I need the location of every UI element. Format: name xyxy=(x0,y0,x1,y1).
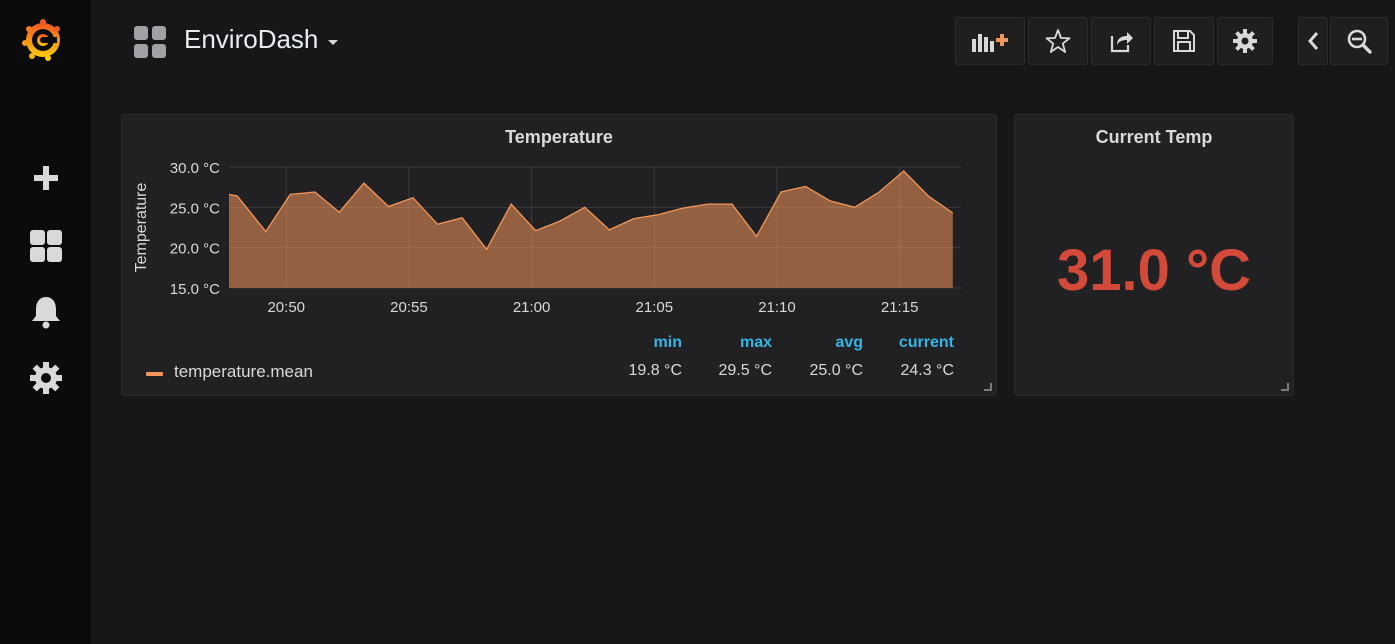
panel-title[interactable]: Current Temp xyxy=(1095,127,1213,147)
legend-header-avg[interactable]: avg xyxy=(835,334,863,351)
zoom-out-icon xyxy=(1347,29,1372,54)
series-line xyxy=(228,170,954,251)
panel-title[interactable]: Temperature xyxy=(505,127,613,147)
save-icon xyxy=(1173,30,1195,52)
series-area xyxy=(229,171,953,288)
sidebar-item-create[interactable] xyxy=(28,160,64,196)
temperature-graph-panel: Temperature 15.0 °C 20.0 °C 25.0 °C 30.0 °C… xyxy=(121,114,997,396)
legend-value-min: 19.8 °C xyxy=(628,362,682,379)
share-dashboard-button[interactable] xyxy=(1091,17,1151,65)
y-tick-label: 20.0 °C xyxy=(170,241,220,258)
sidebar-item-alerting[interactable] xyxy=(28,294,64,330)
legend-header-current[interactable]: current xyxy=(898,334,954,351)
x-tick-label: 20:55 xyxy=(390,299,428,316)
caret-down-icon[interactable] xyxy=(328,40,338,45)
time-shift-back-button[interactable] xyxy=(1298,17,1328,65)
save-dashboard-button[interactable] xyxy=(1154,17,1214,65)
legend-value-current: 24.3 °C xyxy=(900,362,954,379)
panel-resize-handle[interactable] xyxy=(1281,383,1289,391)
legend-value-avg: 25.0 °C xyxy=(809,362,863,379)
panel-resize-handle[interactable] xyxy=(984,383,992,391)
gear-icon xyxy=(30,362,62,394)
x-tick-label: 21:00 xyxy=(513,299,551,316)
dashboard-grid-icon[interactable] xyxy=(133,25,167,59)
dashboards-icon xyxy=(30,230,62,262)
dashboard-title[interactable]: EnviroDash xyxy=(184,24,319,54)
plus-icon xyxy=(34,166,58,190)
legend-header-max[interactable]: max xyxy=(739,334,772,351)
y-axis-label: Temperature xyxy=(133,182,150,272)
settings-gear-icon xyxy=(1233,29,1257,53)
chevron-left-icon xyxy=(1308,32,1319,50)
y-tick-label: 30.0 °C xyxy=(170,160,220,177)
y-tick-label: 15.0 °C xyxy=(170,281,220,298)
add-panel-icon xyxy=(972,34,1008,52)
x-tick-label: 20:50 xyxy=(267,299,305,316)
x-tick-label: 21:10 xyxy=(758,299,796,316)
x-tick-label: 21:15 xyxy=(881,299,919,316)
x-tick-label: 21:05 xyxy=(636,299,674,316)
share-icon xyxy=(1110,32,1133,53)
legend-series-name[interactable]: temperature.mean xyxy=(174,362,313,381)
add-panel-button[interactable] xyxy=(955,17,1025,65)
legend-header-min[interactable]: min xyxy=(653,334,682,351)
legend-series-swatch xyxy=(146,372,163,376)
stat-value: 31.0 °C xyxy=(1056,238,1252,303)
sidebar-item-dashboards[interactable] xyxy=(28,228,64,264)
legend-value-max: 29.5 °C xyxy=(718,362,772,379)
current-temp-stat-panel: Current Temp 31.0 °C xyxy=(1014,114,1294,396)
dashboard-settings-button[interactable] xyxy=(1217,17,1273,65)
zoom-out-button[interactable] xyxy=(1330,17,1388,65)
star-dashboard-button[interactable] xyxy=(1028,17,1088,65)
sidebar-item-configuration[interactable] xyxy=(28,360,64,396)
side-menu xyxy=(0,0,91,644)
star-icon xyxy=(1045,29,1071,53)
grafana-logo-icon[interactable] xyxy=(20,17,66,63)
bell-icon xyxy=(32,297,60,329)
dashboard-navbar: EnviroDash xyxy=(91,0,1395,84)
temperature-chart[interactable]: 15.0 °C 20.0 °C 25.0 °C 30.0 °C 20:50 20:55 21… xyxy=(122,115,998,325)
y-tick-label: 25.0 °C xyxy=(170,200,220,217)
